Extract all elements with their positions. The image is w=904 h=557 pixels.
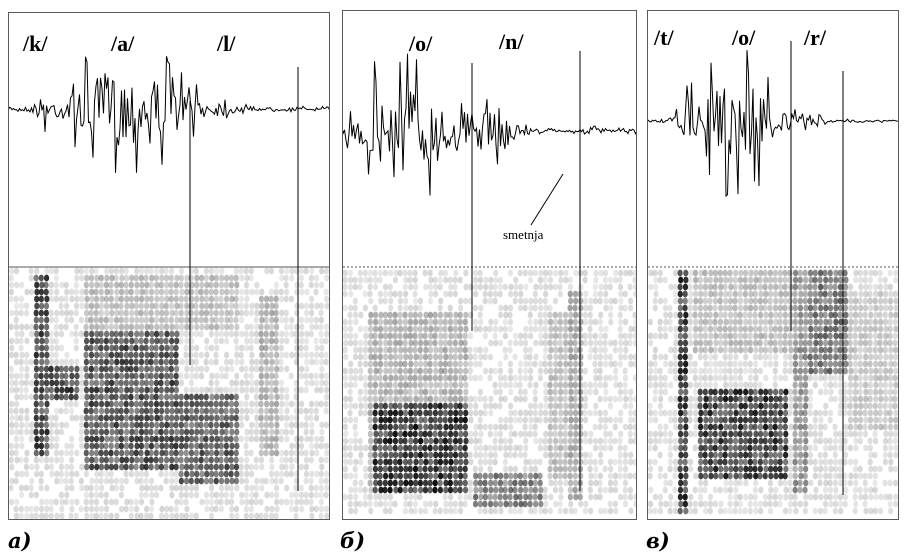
panel-c: /t/ /o/ /r/ (647, 10, 899, 520)
panel-a-waveform (9, 56, 329, 173)
panel-b-label: б) (340, 528, 366, 553)
panel-c-label: в) (646, 528, 670, 553)
annotation-smetnja: smetnja (503, 227, 544, 242)
panel-b-figure (343, 51, 636, 515)
panel-a-segment-k: /k/ (23, 31, 48, 56)
panel-c-figure (648, 41, 898, 515)
panel-a-label: a) (8, 528, 32, 553)
panel-c-spectrogram (648, 269, 898, 515)
panel-a: /k/ /a/ /l/ (8, 12, 330, 520)
annotation-leader-line (530, 173, 564, 226)
panel-a-segment-l: /l/ (217, 31, 236, 56)
panel-b-waveform (343, 53, 636, 196)
panel-b-segment-n: /n/ (499, 29, 524, 54)
panel-c-waveform (648, 50, 898, 198)
panel-a-segment-a: /a/ (111, 31, 135, 56)
panel-a-figure (9, 56, 329, 519)
panel-c-segment-t: /t/ (654, 25, 674, 50)
panel-a-spectrogram (9, 267, 329, 519)
panel-b-spectrogram (343, 269, 636, 515)
panel-c-segment-o: /o/ (732, 25, 756, 50)
panel-c-segment-r: /r/ (804, 25, 826, 50)
panel-b-segment-o: /o/ (409, 31, 433, 56)
panel-b: /o/ /n/ smetnja (342, 10, 637, 520)
